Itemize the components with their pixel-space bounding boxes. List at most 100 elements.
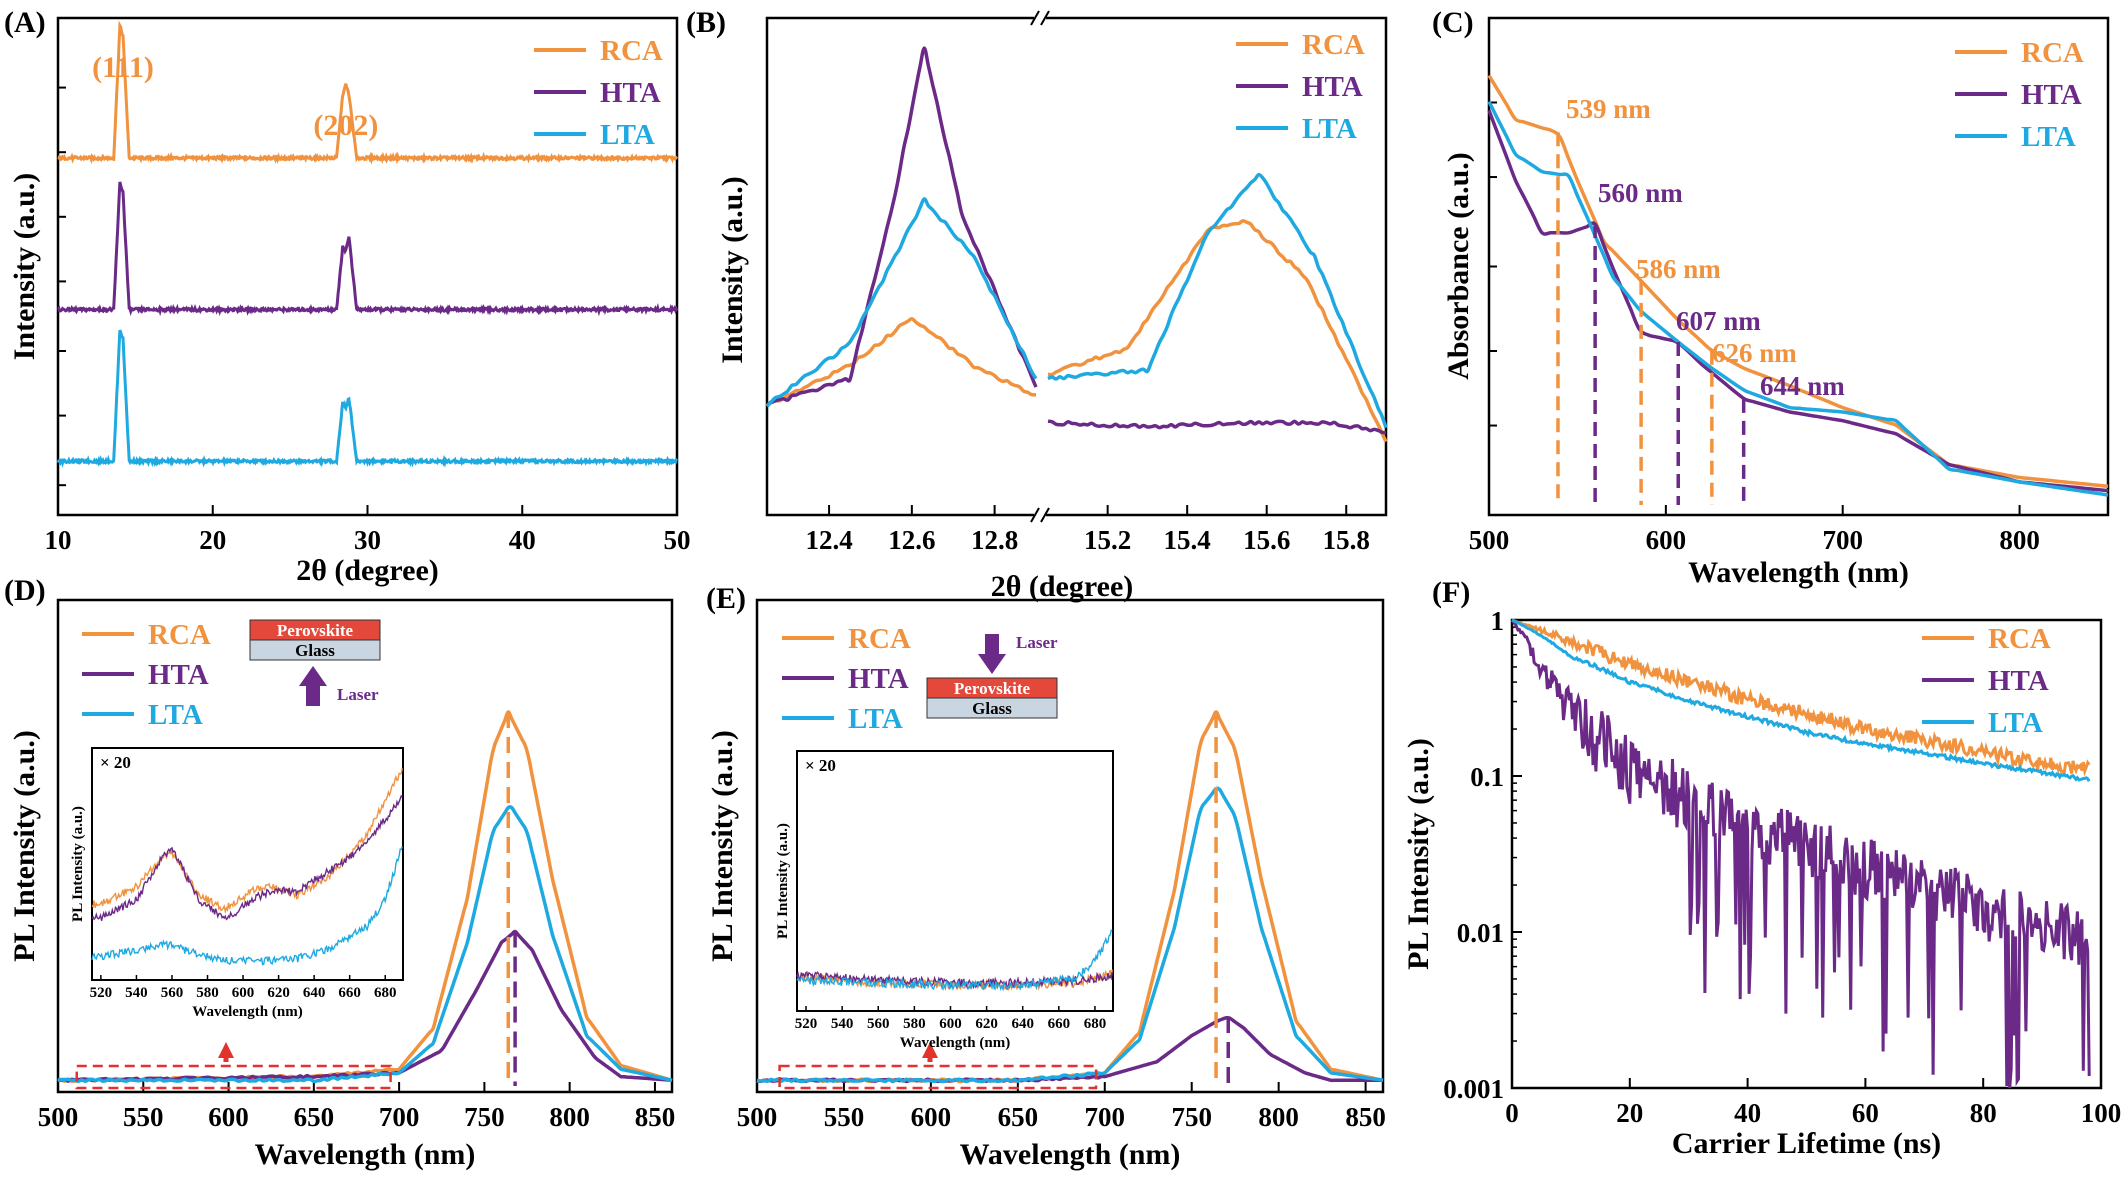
inset-x-tick-label: 580	[196, 985, 219, 1001]
x-tick-label: 850	[1345, 1102, 1386, 1132]
legend-label-lta: LTA	[848, 703, 903, 735]
y-tick-label: 0.01	[1457, 918, 1504, 948]
x-tick-label: 15.6	[1243, 525, 1290, 555]
axes-frame	[1487, 16, 2110, 517]
inset-series-line-lta	[796, 929, 1113, 992]
legend-label-hta: HTA	[2021, 79, 2082, 111]
x-tick-label: 80	[1970, 1098, 1997, 1128]
inset-x-tick-label: 580	[903, 1016, 926, 1032]
schematic-perovskite-label: Perovskite	[954, 679, 1031, 698]
zoom-region-box	[75, 1064, 392, 1090]
legend-label-lta: LTA	[148, 699, 203, 731]
inset-x-tick-label: 620	[267, 985, 290, 1001]
x-tick-label: 40	[509, 525, 536, 555]
series-line-lta	[56, 329, 678, 468]
laser-arrow-shaft	[306, 686, 320, 706]
annotation-label: 560 nm	[1598, 178, 1683, 208]
y-tick-label: 0.1	[1470, 762, 1504, 792]
inset-x-axis-title: Wavelength (nm)	[900, 1035, 1010, 1051]
inset-x-tick-label: 680	[374, 985, 397, 1001]
axes-frame	[765, 16, 1388, 517]
y-axis-title: PL Intensity (a.u.)	[8, 730, 41, 962]
panel-label: (A)	[4, 6, 46, 39]
x-tick-label: 12.6	[888, 525, 935, 555]
x-tick-label: 550	[824, 1102, 865, 1132]
annotation-label: 539 nm	[1566, 94, 1651, 124]
inset-x-tick-label: 640	[303, 985, 326, 1001]
y-axis-title: Intensity (a.u.)	[716, 176, 749, 364]
inset-series-line-hta	[91, 794, 403, 921]
y-axis-title: Intensity (a.u.)	[8, 173, 41, 361]
inset-x-tick-label: 640	[1011, 1016, 1034, 1032]
x-axis-title: 2θ (degree)	[296, 554, 439, 587]
panel-label: (E)	[706, 582, 746, 615]
inset-x-tick-label: 660	[338, 985, 361, 1001]
panel-d: 500 550 600 650 700 750 800 850 (D) Wavelength (n…	[4, 574, 675, 1171]
zoom-region-box	[778, 1064, 1098, 1090]
series-line-rca	[57, 20, 679, 165]
series-line-lta	[1047, 172, 1388, 429]
x-tick-label: 700	[1085, 1102, 1126, 1132]
x-tick-label: 750	[1171, 1102, 1212, 1132]
axis-break-mark	[1040, 10, 1050, 26]
annotation-label: 607 nm	[1676, 306, 1761, 336]
x-tick-label: 100	[2081, 1098, 2122, 1128]
x-tick-label: 550	[123, 1102, 164, 1132]
x-tick-label: 850	[635, 1102, 676, 1132]
series-line-hta	[1487, 109, 2109, 493]
zoom-arrow-head	[218, 1042, 234, 1058]
axis-break-mark	[1030, 507, 1040, 523]
series-line-lta	[756, 786, 1384, 1084]
axis-break-mark	[1030, 10, 1040, 26]
inset-frame	[91, 747, 404, 981]
inset-x-tick-label: 520	[90, 985, 113, 1001]
series-line-rca	[765, 316, 1037, 407]
panel-label: (F)	[1432, 576, 1470, 609]
series-line-hta	[1047, 419, 1387, 435]
laser-arrow-head	[978, 654, 1006, 674]
series-line-rca	[1511, 618, 2091, 777]
x-tick-label: 10	[45, 525, 72, 555]
x-tick-label: 12.4	[805, 525, 852, 555]
inset-multiplier: × 20	[805, 756, 836, 775]
panel-label: (D)	[4, 574, 46, 607]
series-line-hta	[1510, 619, 2091, 1089]
inset-x-tick-label: 600	[939, 1016, 962, 1032]
schematic-perovskite-label: Perovskite	[277, 621, 354, 640]
series-line-rca	[1487, 74, 2109, 489]
inset-y-axis-title: PL Intensity (a.u.)	[70, 806, 86, 922]
schematic-glass-layer	[249, 639, 381, 661]
inset-x-axis-title: Wavelength (nm)	[192, 1004, 302, 1020]
schematic-glass-layer	[926, 697, 1058, 719]
inset-x-tick-label: 540	[125, 985, 148, 1001]
x-tick-label: 15.4	[1164, 525, 1211, 555]
inset-x-tick-label: 620	[975, 1016, 998, 1032]
axis-break-mark	[1040, 507, 1050, 523]
legend-label-hta: HTA	[848, 663, 909, 695]
legend-label-hta: HTA	[1302, 71, 1363, 103]
axes-frame	[56, 598, 674, 1094]
inset-x-tick-label: 560	[867, 1016, 890, 1032]
legend-label-rca: RCA	[848, 623, 911, 655]
annotation-label: 626 nm	[1712, 338, 1797, 368]
x-axis-title: Wavelength (nm)	[255, 1138, 476, 1171]
inset-series-line-lta	[91, 846, 403, 966]
x-tick-label: 600	[911, 1102, 952, 1132]
x-tick-label: 650	[998, 1102, 1039, 1132]
y-axis-title: Absorbance (a.u.)	[1442, 152, 1475, 380]
series-line-lta	[1511, 618, 2091, 782]
x-tick-label: 700	[379, 1102, 420, 1132]
laser-label: Laser	[1016, 633, 1058, 652]
legend-label-hta: HTA	[1988, 665, 2049, 697]
x-tick-label: 0	[1505, 1098, 1519, 1128]
panel-b: 12.4 12.6 12.8 15.2 15.4 15.6 15.8 (B) 2θ (degre…	[686, 6, 1388, 603]
legend-label-hta: HTA	[600, 77, 661, 109]
axes-frame	[755, 598, 1385, 1094]
y-axis-title: PL Intensity (a.u.)	[706, 730, 739, 962]
legend-label-lta: LTA	[1988, 707, 2043, 739]
annotation-label: 644 nm	[1760, 371, 1845, 401]
series-line-rca	[1047, 219, 1388, 443]
laser-label: Laser	[337, 685, 379, 704]
legend-label-rca: RCA	[1988, 623, 2051, 655]
